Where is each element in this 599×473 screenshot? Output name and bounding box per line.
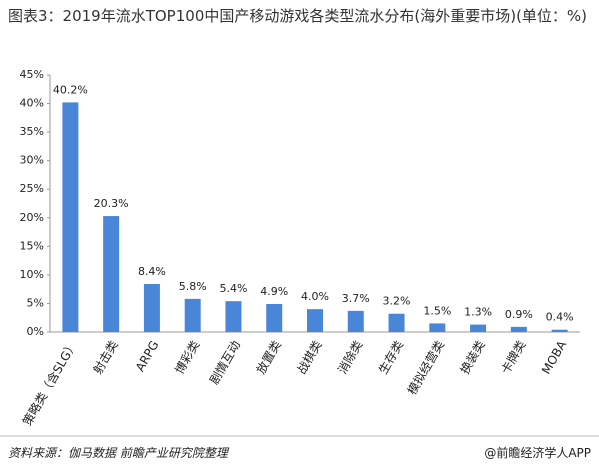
x-tick-label: 消除类 bbox=[334, 338, 365, 377]
value-label: 3.2% bbox=[383, 295, 411, 308]
value-label: 3.7% bbox=[342, 292, 370, 305]
bar bbox=[429, 323, 446, 332]
value-label: 8.4% bbox=[138, 265, 166, 278]
bar bbox=[551, 329, 568, 332]
credit: @前瞻经济学人APP bbox=[484, 446, 591, 460]
bar bbox=[470, 324, 487, 332]
y-tick-label: 10% bbox=[20, 268, 44, 281]
value-label: 4.0% bbox=[301, 290, 329, 303]
bar bbox=[143, 284, 160, 332]
y-tick-label: 5% bbox=[27, 296, 44, 309]
value-label: 1.3% bbox=[464, 306, 492, 319]
y-tick-label: 40% bbox=[20, 97, 44, 110]
source: 资料来源：伽马数据 前瞻产业研究院整理 bbox=[8, 446, 228, 460]
bar bbox=[388, 313, 405, 332]
x-tick-label: 卡牌类 bbox=[498, 338, 528, 376]
x-tick-label: 生存类 bbox=[376, 338, 406, 376]
x-tick-label: 换装类 bbox=[458, 338, 488, 376]
bar bbox=[266, 304, 283, 332]
bar bbox=[103, 216, 120, 332]
x-tick-label: 战棋类 bbox=[294, 338, 324, 376]
bar bbox=[62, 102, 79, 332]
bar bbox=[307, 309, 323, 332]
x-tick-label: 策略类（含SLG） bbox=[19, 338, 80, 428]
bar bbox=[225, 301, 242, 332]
x-tick-label: 射击类 bbox=[90, 338, 121, 377]
value-label: 5.8% bbox=[179, 280, 207, 293]
y-tick-label: 35% bbox=[20, 125, 44, 138]
x-tick-label: 模拟经营类 bbox=[405, 338, 447, 397]
x-tick-label: 剧情互动 bbox=[207, 338, 243, 387]
y-tick-label: 15% bbox=[20, 239, 44, 252]
y-tick-label: 45% bbox=[20, 68, 44, 81]
value-label: 40.2% bbox=[53, 83, 88, 96]
x-tick-label: ARPG bbox=[133, 338, 162, 374]
value-label: 4.9% bbox=[260, 285, 288, 298]
value-label: 5.4% bbox=[219, 282, 247, 295]
value-label: 20.3% bbox=[94, 197, 129, 210]
x-tick-label: 放置类 bbox=[253, 338, 284, 377]
bar bbox=[347, 310, 364, 332]
bar bbox=[184, 298, 201, 332]
x-tick-label: MOBA bbox=[539, 338, 570, 377]
y-tick-label: 30% bbox=[20, 154, 44, 167]
y-tick-label: 0% bbox=[27, 325, 44, 338]
value-label: 0.4% bbox=[546, 311, 574, 324]
y-tick-label: 20% bbox=[20, 211, 44, 224]
value-label: 1.5% bbox=[423, 304, 451, 317]
chart-title: 图表3：2019年流水TOP100中国产移动游戏各类型流水分布(海外重要市场)(… bbox=[8, 7, 588, 25]
value-label: 0.9% bbox=[505, 308, 533, 321]
bar bbox=[510, 326, 527, 332]
x-tick-label: 博彩类 bbox=[171, 338, 202, 377]
y-tick-label: 25% bbox=[20, 182, 44, 195]
